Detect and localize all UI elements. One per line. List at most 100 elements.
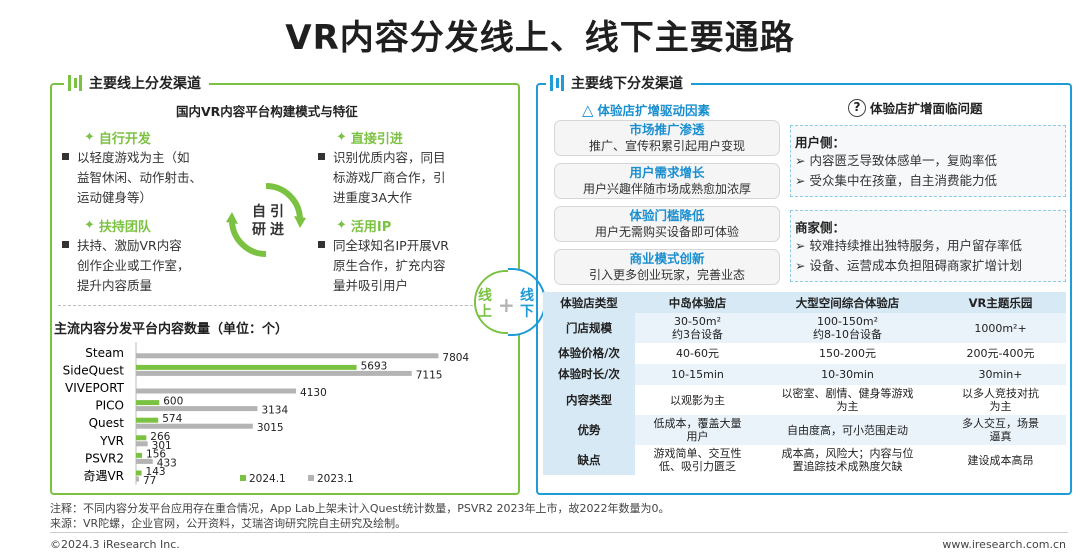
table-row-label: 缺点: [543, 445, 635, 475]
value-label-2024: 156: [146, 448, 166, 460]
biz-side-title: 商家侧：: [795, 220, 846, 235]
value-label-2023: 433: [157, 457, 177, 469]
plus-icon: +: [498, 293, 515, 317]
table-row-label: 内容类型: [543, 385, 635, 415]
bar-2023: [136, 370, 412, 376]
user-side-box: 用户侧： ➢ 内容匮乏导致体感单一，复购率低 ➢ 受众集中在孩童，自主消费能力低: [790, 125, 1066, 197]
share-icon: ✦: [84, 218, 95, 233]
user-side-item: ➢ 受众集中在孩童，自主消费能力低: [795, 173, 997, 188]
legend-label: 2023.1: [317, 473, 354, 485]
self-dev-text: 以轻度游戏为主（如 益智休闲、动作射击、 运动健身等）: [62, 148, 202, 208]
table-header-3: VR主题乐园: [935, 292, 1066, 313]
badge-offline-text: 线下: [520, 288, 534, 320]
value-label-2023: 3015: [257, 422, 284, 434]
table-row: 门店规模 30-50m² 约3台设备 100-150m² 约8-10台设备 1000m²+: [543, 313, 1066, 343]
table-row: 缺点 游戏简单、交互性 低、吸引力匮乏 成本高，风险大；内容与位 置追踪技术成熟度欠缺 建…: [543, 445, 1066, 475]
table-cell: 200元-400元: [966, 347, 1035, 360]
divider: [58, 305, 513, 306]
tick-label: Steam: [85, 346, 124, 360]
table-row: 优势 低成本，覆盖大量 用户 自由度高，可小范围走动 多人交互，场景 逼真: [543, 415, 1066, 445]
self-dev-label: 自行开发: [98, 132, 151, 147]
drivers-title-row: △ 体验店扩增驱动因素: [582, 100, 710, 119]
offline-header-label: 主要线下分发渠道: [571, 76, 683, 92]
table-cell: 游戏简单、交互性 低、吸引力匮乏: [653, 447, 742, 473]
bar-2024: [136, 470, 142, 476]
table-cell: 以观影为主: [670, 393, 725, 407]
direct-text: 识别优质内容，同目 标游戏厂商合作，引 进重度3A大作: [318, 148, 446, 208]
bar-2023: [136, 423, 253, 429]
table-row-label: 体验时长/次: [543, 364, 635, 385]
section-bars-icon: [550, 75, 565, 91]
platform-bar-chart: Steam 7804 SideQuest 5693 7115 VIVEPORT 4130 PI…: [63, 342, 469, 487]
bar-2023: [136, 388, 297, 394]
table-cell: 10-15min: [635, 364, 760, 385]
footer-site: www.iresearch.com.cn: [942, 538, 1066, 551]
value-label-2024: 266: [150, 431, 170, 443]
bar-2024: [136, 417, 159, 423]
direct-label: 直接引进: [350, 132, 403, 147]
ip-label: 活用IP: [350, 220, 392, 235]
value-label-2023: 77: [143, 475, 156, 487]
question-circle-icon: ?: [848, 98, 866, 117]
footer-copyright: ©2024.3 iResearch Inc.: [50, 538, 180, 551]
table-header-1: 中岛体验店: [635, 292, 760, 313]
table-row-label: 体验价格/次: [543, 343, 635, 364]
support-label: 扶持团队: [98, 220, 151, 235]
tick-label: 奇遇VR: [83, 469, 124, 483]
store-comparison-table: 体验店类型 中岛体验店 大型空间综合体验店 VR主题乐园 门店规模 30-50m² 约3台…: [543, 292, 1066, 475]
direct-label-row: ✦ 直接引进: [336, 128, 403, 147]
value-label-2023: 4130: [300, 387, 327, 399]
offline-panel-header: 主要线下分发渠道: [546, 73, 691, 93]
ip-label-row: ✦ 活用IP: [336, 216, 391, 235]
tick-label: PICO: [95, 399, 124, 413]
problems-title: 体验店扩增面临问题: [870, 101, 983, 116]
footer-source: 来源：VR陀螺，企业官网，公开资料，艾瑞咨询研究院自主研究及绘制。: [50, 517, 407, 530]
biz-side-item: ➢ 设备、运营成本负担阻碍商家扩增计划: [795, 258, 1022, 273]
problems-title-row: ? 体验店扩增面临问题: [848, 98, 983, 117]
table-cell: 40-60元: [676, 347, 719, 360]
legend-swatch: [308, 475, 314, 481]
table-cell: 低成本，覆盖大量 用户: [635, 415, 760, 445]
driver-card: 商业模式创新 引入更多创业玩家，完善业态: [554, 249, 780, 285]
cycle-char-2: 引: [270, 204, 284, 220]
self-dev-label-row: ✦ 自行开发: [84, 128, 151, 147]
table-row: 内容类型 以观影为主 以密室、剧情、健身等游戏 为主 以多人竞技对抗 为主: [543, 385, 1066, 415]
table-row: 体验价格/次 40-60元 150-200元 200元-400元: [543, 343, 1066, 364]
bar-2023: [136, 458, 153, 464]
tick-label: VIVEPORT: [65, 381, 125, 395]
table-cell: 自由度高，可小范围走动: [760, 415, 935, 445]
table-cell: 建设成本高昂: [967, 453, 1034, 467]
footer-divider: [50, 532, 1068, 533]
bar-2023: [136, 406, 258, 412]
chart-title: 主流内容分发平台内容数量（单位：个）: [54, 322, 289, 337]
cycle-diagram: 自 引 研 进: [226, 183, 306, 257]
table-header-0: 体验店类型: [543, 292, 635, 313]
value-label-2023: 3134: [261, 405, 288, 417]
tick-label: SideQuest: [63, 363, 125, 377]
tick-label: PSVR2: [85, 451, 124, 465]
table-row: 体验时长/次 10-15min 10-30min 30min+: [543, 364, 1066, 385]
value-label-2024: 5693: [361, 360, 388, 372]
table-cell: 10-30min: [760, 364, 935, 385]
value-label-2023: 7804: [442, 352, 469, 364]
table-row-label: 门店规模: [543, 313, 635, 343]
bar-2023: [136, 441, 148, 447]
bar-2024: [136, 435, 147, 441]
table-cell: 多人交互，场景 逼真: [935, 415, 1066, 445]
driver-card: 市场推广渗透 推广、宣传积累引起用户变现: [554, 120, 780, 156]
table-cell: 1000m²+: [935, 313, 1066, 343]
table-header-2: 大型空间综合体验店: [760, 292, 935, 313]
table-cell: 以密室、剧情、健身等游戏 为主: [781, 387, 914, 413]
online-panel-header: 主要线上分发渠道: [64, 73, 209, 93]
drivers-title: 体验店扩增驱动因素: [597, 103, 711, 118]
tick-label: Quest: [89, 416, 125, 430]
table-cell: 以多人竞技对抗 为主: [962, 387, 1039, 413]
bar-2023: [136, 476, 139, 482]
cycle-char-4: 进: [270, 222, 284, 238]
value-label-2024: 143: [146, 466, 166, 478]
value-label-2023: 7115: [416, 369, 443, 381]
table-cell: 成本高，风险大；内容与位 置追踪技术成熟度欠缺: [781, 447, 914, 473]
driver-card: 体验门槛降低 用户无需购买设备即可体验: [554, 206, 780, 242]
table-row-label: 优势: [543, 415, 635, 445]
support-label-row: ✦ 扶持团队: [84, 216, 151, 235]
